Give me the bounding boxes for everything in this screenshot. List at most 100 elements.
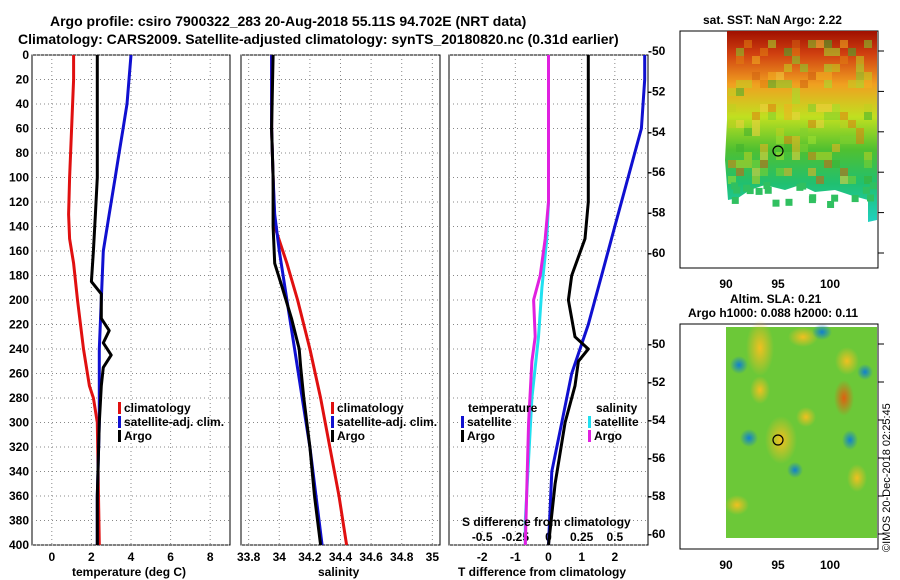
sst-pixel [824, 64, 832, 72]
legend-label-satellite: satellite-adj. clim. [337, 415, 437, 429]
x-tick-label: 1 [578, 550, 585, 564]
sst-pixel [752, 112, 760, 120]
sst-pixel [869, 182, 877, 190]
sla-blob [812, 324, 832, 340]
legend-label-climatology: climatology [124, 401, 191, 415]
sst-pixel [792, 56, 800, 64]
depth-tick-label: 60 [16, 122, 30, 136]
series-line-t-satellite [547, 55, 647, 546]
sla-map-title-1: Altim. SLA: 0.21 [730, 292, 822, 306]
sst-pixel [760, 144, 768, 152]
x-tick-label: -2 [477, 550, 488, 564]
lat-tick-label: -50 [648, 44, 666, 58]
s-tick-label: -0.5 [472, 530, 493, 544]
x-tick-label: 0 [545, 550, 552, 564]
lon-tick-label: 95 [771, 558, 785, 572]
sst-pixel [808, 72, 816, 80]
s-tick-label: -0.25 [502, 530, 530, 544]
sst-pixel [744, 128, 752, 136]
figure-title-line1: Argo profile: csiro 7900322_283 20-Aug-2… [50, 13, 526, 29]
argo-position-marker [772, 434, 784, 446]
sst-pixel [752, 168, 760, 176]
sst-pixel [768, 80, 776, 88]
sst-pixel [736, 56, 744, 64]
depth-tick-label: 120 [9, 195, 29, 209]
sst-pixel [776, 80, 784, 88]
sst-pixel [832, 48, 840, 56]
sst-pixel [784, 136, 792, 144]
depth-tick-label: 200 [9, 293, 29, 307]
sst-pixel [856, 128, 864, 136]
sst-pixel [856, 80, 864, 88]
legend-swatch-climatology [331, 402, 334, 414]
sst-pixel [816, 152, 824, 160]
sst-pixel [832, 64, 840, 72]
series-line-t-argo [547, 55, 590, 546]
sst-pixel [864, 40, 872, 48]
sst-pixel [746, 187, 754, 195]
lat-tick-label: -50 [648, 337, 666, 351]
sst-pixel [792, 96, 800, 104]
sst-pixel [800, 144, 808, 152]
sst-pixel [776, 72, 784, 80]
sst-map-title: sat. SST: NaN Argo: 2.22 [703, 13, 842, 27]
sla-blob [750, 376, 770, 404]
sst-pixel [755, 187, 763, 195]
sst-pixel [862, 186, 870, 194]
lon-tick-label: 100 [820, 277, 840, 291]
s-difference-label: S difference from climatology [462, 515, 631, 529]
legend-label-s-satellite: satellite [594, 415, 639, 429]
depth-tick-label: 0 [22, 48, 29, 62]
legend-label-argo: Argo [124, 429, 152, 443]
sst-pixel [731, 182, 739, 190]
sst-pixel [832, 144, 840, 152]
sst-pixel [752, 128, 760, 136]
sst-pixel [792, 40, 800, 48]
sst-pixel [743, 184, 751, 192]
sla-blob [857, 364, 873, 380]
depth-tick-label: 100 [9, 171, 29, 185]
sla-map: -50 -52 -54 -56 -58 -60 90 95 100 [648, 320, 884, 572]
sst-pixel [824, 72, 832, 80]
depth-tick-label: 300 [9, 416, 29, 430]
x-tick-label: 2 [611, 550, 618, 564]
sst-pixel [764, 186, 772, 194]
legend-swatch-s-argo [588, 430, 591, 442]
difference-panel: -2 -1 0 1 2-0.5 -0.25 0 0.25 0.5 [448, 54, 649, 564]
sst-pixel [792, 136, 800, 144]
sst-pixel [736, 160, 744, 168]
sst-pixel [864, 152, 872, 160]
sst-pixel [768, 72, 776, 80]
sst-pixel [728, 160, 736, 168]
sla-blob [730, 356, 748, 374]
sst-pixel [840, 120, 848, 128]
sst-pixel [768, 40, 776, 48]
sst-pixel [840, 176, 848, 184]
lat-tick-label: -60 [648, 246, 666, 260]
sst-pixel [736, 80, 744, 88]
sst-pixel [816, 72, 824, 80]
depth-tick-label: 340 [9, 465, 29, 479]
sst-pixel [824, 104, 832, 112]
legend-swatch-satellite [118, 416, 121, 428]
sst-pixel [772, 199, 780, 207]
legend-swatch-t-argo [461, 430, 464, 442]
sst-axes: -50 -52 -54 -56 -58 -60 90 95 100 [648, 44, 884, 291]
sst-pixel [864, 160, 872, 168]
sst-pixel [856, 56, 864, 64]
sst-pixel [752, 160, 760, 168]
lat-tick-label: -58 [648, 489, 666, 503]
sst-pixel [776, 128, 784, 136]
sst-pixel [736, 120, 744, 128]
sst-pixel [848, 120, 856, 128]
sst-pixel [824, 40, 832, 48]
sla-blob [746, 320, 774, 376]
sst-pixel [792, 88, 800, 96]
sst-pixel [784, 64, 792, 72]
legend-label-argo: Argo [337, 429, 365, 443]
lon-tick-label: 90 [719, 277, 733, 291]
lat-tick-label: -60 [648, 527, 666, 541]
sst-map: -50 -52 -54 -56 -58 -60 90 95 100 [648, 30, 884, 291]
legend-label-satellite: satellite-adj. clim. [124, 415, 224, 429]
temperature-xlabel: temperature (deg C) [72, 565, 186, 579]
